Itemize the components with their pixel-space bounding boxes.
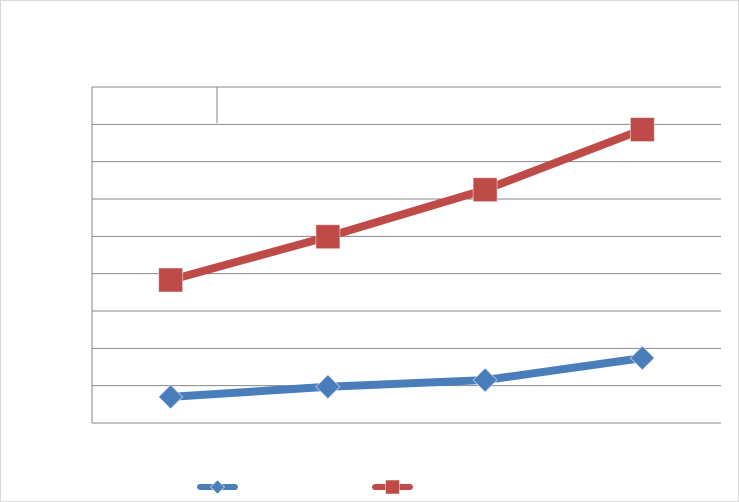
legend-marker	[385, 479, 400, 495]
point	[629, 345, 656, 371]
point	[315, 374, 341, 400]
series-line	[166, 125, 647, 285]
point	[157, 384, 184, 410]
point	[472, 367, 498, 393]
legend-marker	[209, 479, 226, 495]
point	[315, 224, 341, 250]
point	[472, 177, 498, 203]
series-line	[166, 354, 647, 401]
point	[629, 117, 655, 143]
point	[158, 267, 184, 293]
